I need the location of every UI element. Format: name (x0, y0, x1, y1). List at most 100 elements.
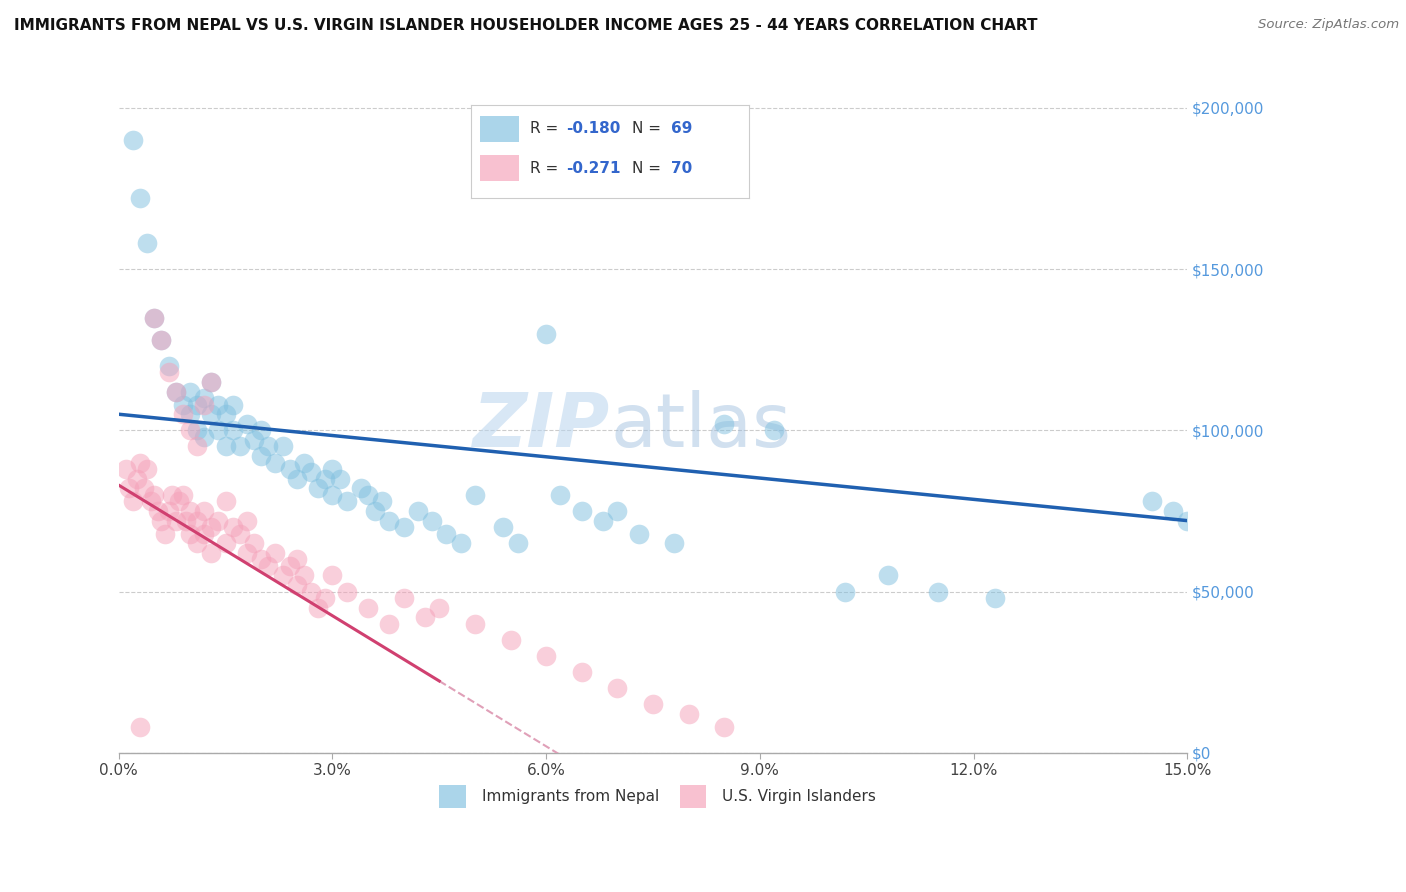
Point (321, 568, 343, 582)
Point (264, 546, 287, 560)
Point (243, 433, 266, 447)
Point (678, 707, 700, 722)
Point (834, 584, 856, 599)
Point (179, 407, 201, 421)
Point (193, 526, 215, 541)
Point (299, 465, 322, 479)
Point (193, 504, 215, 518)
Point (132, 482, 155, 496)
Point (250, 449, 273, 463)
Text: ZIP: ZIP (472, 391, 610, 464)
Point (214, 440, 236, 454)
Point (214, 494, 236, 508)
Point (179, 526, 201, 541)
Point (115, 462, 138, 476)
Point (877, 568, 900, 582)
Point (307, 482, 329, 496)
Point (606, 504, 628, 518)
Point (229, 440, 252, 454)
Point (285, 552, 308, 566)
Point (257, 558, 280, 573)
Point (534, 648, 557, 663)
Point (257, 440, 280, 454)
Point (139, 494, 162, 508)
Point (307, 600, 329, 615)
Point (321, 462, 343, 476)
Point (984, 591, 1007, 605)
Point (378, 616, 401, 631)
Point (236, 514, 259, 528)
Point (146, 504, 169, 518)
Point (236, 417, 259, 431)
Point (172, 407, 194, 421)
Point (534, 326, 557, 341)
Point (285, 578, 308, 592)
Point (165, 384, 187, 399)
Point (169, 494, 191, 508)
Point (125, 472, 148, 486)
Point (592, 514, 614, 528)
Point (222, 423, 245, 437)
Point (314, 591, 336, 605)
Point (129, 191, 152, 205)
Point (292, 456, 315, 470)
Point (550, 488, 572, 502)
Text: atlas: atlas (610, 391, 792, 464)
Point (357, 488, 380, 502)
Text: IMMIGRANTS FROM NEPAL VS U.S. VIRGIN ISLANDER HOUSEHOLDER INCOME AGES 25 - 44 YE: IMMIGRANTS FROM NEPAL VS U.S. VIRGIN ISL… (14, 18, 1038, 33)
Point (364, 504, 387, 518)
Point (129, 456, 152, 470)
Point (165, 384, 187, 399)
Point (492, 520, 515, 534)
Point (1161, 504, 1184, 518)
Point (713, 720, 735, 734)
Point (250, 552, 273, 566)
Point (336, 584, 359, 599)
Point (157, 365, 180, 379)
Point (243, 536, 266, 550)
Point (153, 526, 176, 541)
Point (160, 488, 183, 502)
Point (571, 504, 593, 518)
Point (222, 520, 245, 534)
Point (329, 472, 352, 486)
Point (143, 488, 166, 502)
Point (214, 407, 236, 421)
Point (499, 632, 522, 647)
Point (179, 384, 201, 399)
Point (172, 398, 194, 412)
Point (186, 398, 208, 412)
Point (378, 514, 401, 528)
Point (641, 698, 664, 712)
Point (193, 398, 215, 412)
Point (371, 494, 394, 508)
Point (927, 584, 949, 599)
Point (129, 720, 152, 734)
Point (264, 456, 287, 470)
Point (278, 558, 301, 573)
Point (186, 536, 208, 550)
Point (606, 681, 628, 696)
Point (229, 526, 252, 541)
Text: Source: ZipAtlas.com: Source: ZipAtlas.com (1258, 18, 1399, 31)
Point (627, 526, 650, 541)
Point (186, 514, 208, 528)
Point (506, 536, 529, 550)
Point (150, 333, 173, 347)
Point (464, 488, 486, 502)
Point (150, 333, 173, 347)
Point (136, 236, 159, 251)
Point (176, 514, 198, 528)
Point (214, 536, 236, 550)
Point (122, 494, 145, 508)
Point (413, 610, 436, 624)
Point (193, 430, 215, 444)
Point (450, 536, 472, 550)
Point (200, 520, 222, 534)
Point (299, 584, 322, 599)
Point (271, 440, 294, 454)
Point (118, 482, 141, 496)
Point (122, 133, 145, 147)
Point (350, 482, 373, 496)
Point (150, 514, 173, 528)
